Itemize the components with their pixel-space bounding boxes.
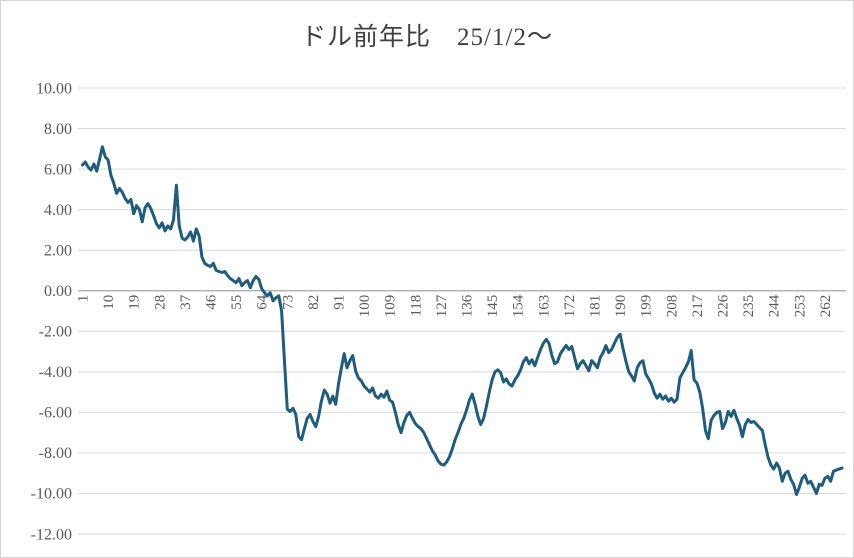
svg-text:-6.00: -6.00 [39,405,72,422]
svg-text:2.00: 2.00 [44,242,72,259]
svg-text:37: 37 [178,294,194,310]
svg-text:199: 199 [639,295,655,318]
svg-text:-12.00: -12.00 [31,526,72,543]
svg-text:-8.00: -8.00 [39,445,72,462]
chart-title: ドル前年比 25/1/2～ [301,24,553,51]
svg-text:145: 145 [485,295,501,318]
svg-text:190: 190 [613,295,629,318]
svg-text:28: 28 [152,295,168,310]
svg-text:82: 82 [306,295,322,310]
svg-text:127: 127 [434,294,450,317]
svg-text:91: 91 [331,295,347,310]
svg-text:-2.00: -2.00 [39,324,72,341]
svg-text:-4.00: -4.00 [39,364,72,381]
svg-text:46: 46 [203,294,219,310]
svg-text:226: 226 [715,294,731,317]
svg-text:118: 118 [408,295,424,317]
svg-text:163: 163 [536,295,552,318]
svg-text:73: 73 [280,295,296,310]
svg-text:10: 10 [101,295,117,310]
svg-text:1: 1 [75,295,91,303]
svg-text:0.00: 0.00 [44,283,72,300]
svg-text:6.00: 6.00 [44,161,72,178]
svg-text:100: 100 [357,295,373,318]
svg-text:208: 208 [664,295,680,318]
svg-text:262: 262 [818,295,834,318]
svg-text:19: 19 [127,295,143,310]
svg-text:8.00: 8.00 [44,121,72,138]
svg-text:4.00: 4.00 [44,202,72,219]
svg-text:172: 172 [562,295,578,318]
svg-text:253: 253 [792,295,808,318]
svg-text:181: 181 [587,295,603,318]
svg-text:217: 217 [690,294,706,317]
svg-text:-10.00: -10.00 [31,486,72,503]
svg-text:10.00: 10.00 [36,80,72,97]
svg-text:64: 64 [255,294,271,310]
svg-text:109: 109 [383,295,399,318]
svg-text:235: 235 [741,295,757,318]
svg-text:244: 244 [767,294,783,317]
svg-text:55: 55 [229,295,245,310]
svg-text:154: 154 [511,294,527,317]
svg-text:136: 136 [459,294,475,317]
